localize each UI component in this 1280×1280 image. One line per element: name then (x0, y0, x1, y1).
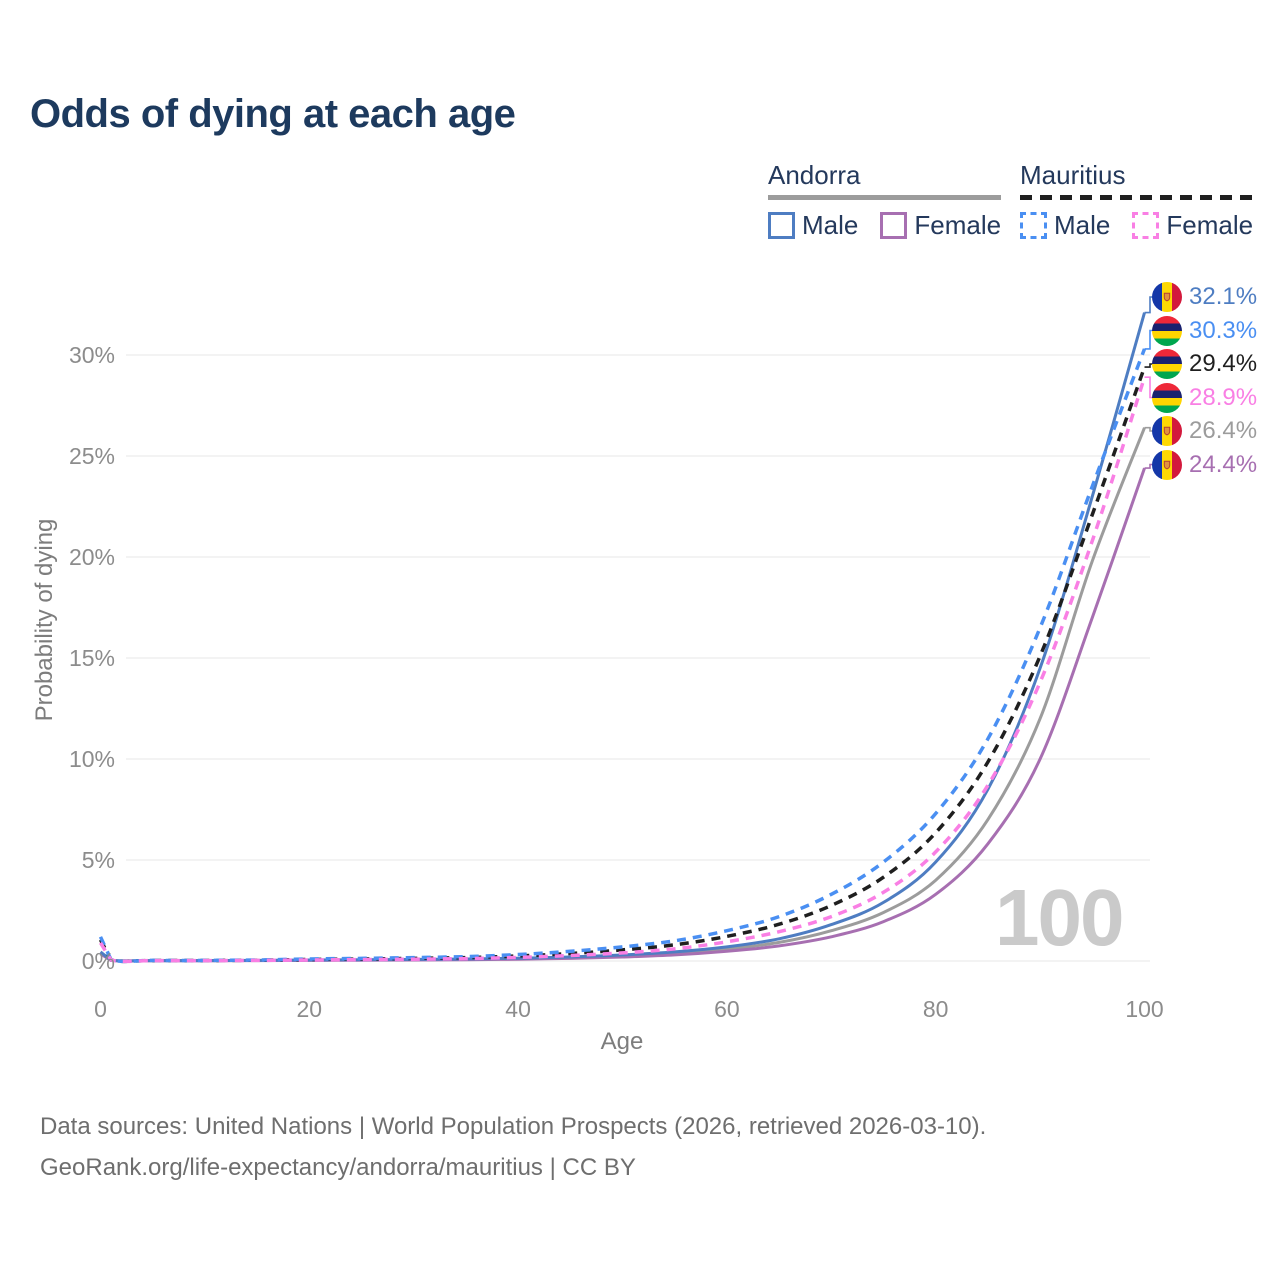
y-tick-15: 15% (68, 645, 115, 671)
y-tick-10: 10% (68, 746, 115, 772)
x-axis-title: Age (600, 1028, 644, 1055)
andorra-female-swatch[interactable] (880, 212, 908, 239)
line-andorra_male[interactable] (99, 312, 1146, 963)
x-tick-0: 0 (94, 996, 107, 1022)
legend-item-mauritius-female[interactable]: Female (1132, 210, 1253, 241)
andorra-flag-icon (1152, 416, 1182, 446)
legend-label-mauritius-male: Male (1054, 210, 1111, 240)
line-andorra_combined[interactable] (99, 427, 1146, 963)
y-tick-0: 0% (81, 948, 115, 974)
legend-label-andorra-female: Female (914, 210, 1002, 240)
footer-data-sources: Data sources: United Nations | World Pop… (40, 1113, 987, 1140)
end-label-value: 24.4% (1189, 450, 1258, 478)
x-tick-100: 100 (1125, 996, 1164, 1022)
end-label-andorra_combined: 26.4% (1152, 416, 1257, 446)
line-andorra_female[interactable] (99, 467, 1146, 963)
mauritius-male-swatch[interactable] (1020, 212, 1047, 239)
end-label-value: 28.9% (1189, 383, 1258, 411)
mauritius-combined-line-swatch (1020, 195, 1254, 200)
y-tick-25: 25% (68, 443, 115, 469)
legend-item-andorra-female[interactable]: Female (880, 210, 1001, 241)
end-label-value: 30.3% (1189, 316, 1258, 344)
mauritius-female-swatch[interactable] (1132, 212, 1160, 239)
x-tick-80: 80 (922, 996, 949, 1022)
end-label-value: 32.1% (1189, 283, 1258, 310)
footer-attribution[interactable]: GeoRank.org/life-expectancy/andorra/maur… (40, 1154, 636, 1181)
legend-label-andorra-male: Male (802, 210, 859, 240)
legend-country-mauritius[interactable]: Mauritius (1020, 160, 1126, 190)
legend-group-mauritius: Mauritius Male Female (1020, 160, 1254, 241)
andorra-combined-line-swatch (768, 195, 1002, 200)
end-label-value: 29.4% (1189, 350, 1258, 377)
y-tick-5: 5% (81, 847, 115, 873)
legend-group-andorra: Andorra Male Female (768, 160, 1002, 241)
end-label-mauritius_male: 30.3% (1152, 315, 1258, 346)
mauritius-flag-icon (1152, 315, 1182, 346)
end-label-value: 26.4% (1189, 417, 1258, 444)
legend-label-mauritius-female: Female (1166, 210, 1254, 240)
y-axis-title: Probability of dying (31, 518, 58, 722)
legend-item-mauritius-male[interactable]: Male (1020, 210, 1110, 241)
x-tick-20: 20 (296, 996, 323, 1022)
age-watermark: 100 (995, 873, 1124, 962)
andorra-male-swatch[interactable] (768, 212, 795, 239)
x-tick-40: 40 (505, 996, 531, 1022)
legend-country-andorra[interactable]: Andorra (768, 160, 861, 190)
andorra-flag-icon (1152, 282, 1182, 312)
line-mauritius_male[interactable] (98, 348, 1147, 964)
y-tick-20: 20% (68, 544, 115, 570)
x-tick-60: 60 (714, 996, 740, 1022)
mauritius-flag-icon (1152, 382, 1182, 413)
line-mauritius_female[interactable] (99, 376, 1147, 964)
end-label-andorra_female: 24.4% (1152, 449, 1258, 480)
end-label-mauritius_female: 28.9% (1152, 382, 1258, 413)
mauritius-flag-icon (1152, 349, 1182, 379)
footer: Data sources: United Nations | World Pop… (40, 1106, 986, 1188)
y-tick-30: 30% (68, 342, 115, 368)
legend-item-andorra-male[interactable]: Male (768, 210, 858, 241)
page-title: Odds of dying at each age (30, 92, 516, 136)
andorra-flag-icon (1152, 449, 1182, 480)
end-label-mauritius_combined: 29.4% (1152, 349, 1257, 379)
end-label-andorra_male: 32.1% (1152, 282, 1257, 312)
